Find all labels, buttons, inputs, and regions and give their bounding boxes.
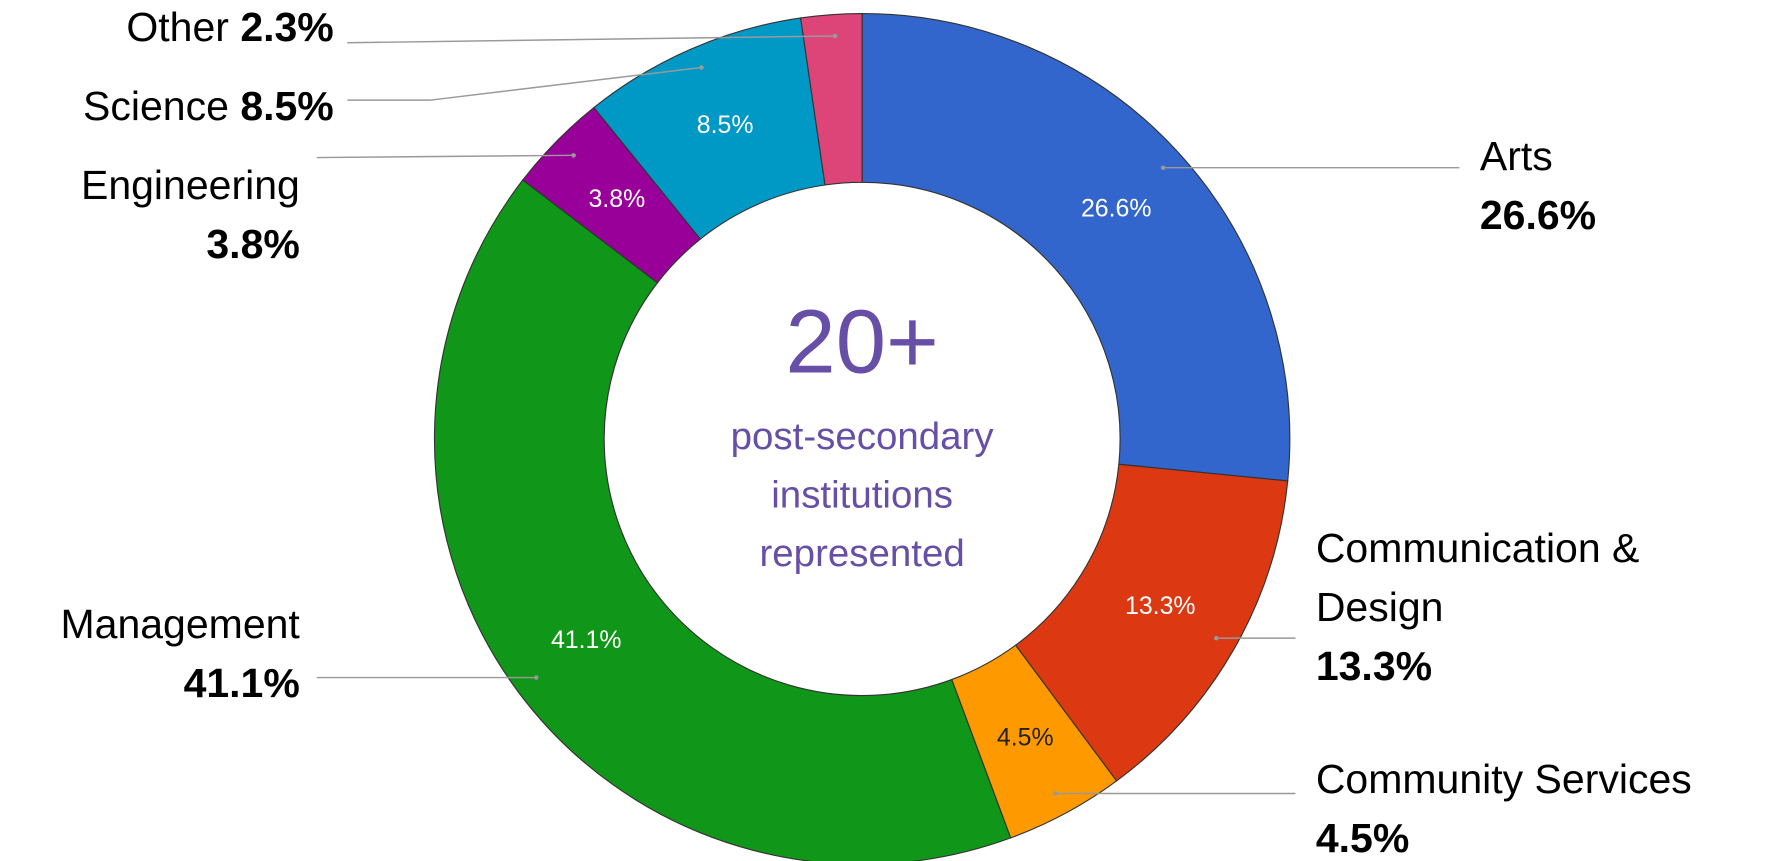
leader-dot: [1214, 635, 1219, 641]
slice-label: 3.8%: [589, 186, 646, 213]
slice-label: 41.1%: [551, 627, 622, 654]
category-name: Management: [60, 601, 300, 648]
outer-label: Management 41.1%: [0, 595, 300, 713]
slice-label: 8.5%: [697, 112, 754, 139]
leader-line: [316, 154, 574, 159]
center-headline: 20+: [785, 292, 939, 393]
leader-dot: [1053, 791, 1058, 796]
outer-label: Arts 26.6%: [1480, 127, 1765, 245]
slice: [433, 179, 1012, 861]
category-value: 13.3%: [1315, 642, 1433, 689]
outer-label: Other 2.3%: [0, 0, 334, 57]
leader-dot: [1160, 165, 1166, 170]
slice: [799, 12, 863, 186]
category-value: 41.1%: [183, 660, 300, 707]
leader-dot: [534, 675, 539, 680]
category-value: 8.5%: [240, 82, 334, 129]
leader-line: [347, 66, 702, 101]
leader-dot: [832, 33, 838, 39]
center-line: post-secondary: [731, 415, 995, 458]
category-name: Community Services: [1315, 755, 1692, 802]
category-name: Communication & Design: [1315, 524, 1640, 630]
outer-label: Community Services 4.5%: [1316, 750, 1765, 861]
leader-line: [347, 35, 835, 44]
leader-dot: [571, 153, 576, 158]
category-value: 4.5%: [1315, 814, 1410, 861]
slice-label: 26.6%: [1081, 196, 1152, 223]
category-name: Other: [126, 3, 229, 50]
slice: [861, 12, 1291, 482]
category-value: 26.6%: [1479, 192, 1597, 239]
outer-label: Science 8.5%: [0, 77, 334, 136]
outer-label: Communication & Design 13.3%: [1316, 519, 1678, 696]
slice-label: 13.3%: [1125, 593, 1196, 620]
category-name: Science: [83, 82, 229, 129]
outer-label: Engineering 3.8%: [0, 156, 300, 274]
center-line: represented: [759, 532, 964, 575]
category-name: Engineering: [80, 162, 300, 209]
slice-label: 4.5%: [997, 724, 1054, 751]
category-name: Arts: [1479, 133, 1553, 180]
category-value: 2.3%: [240, 3, 334, 50]
category-value: 3.8%: [206, 221, 300, 268]
center-line: institutions: [771, 474, 953, 517]
leader-dot: [699, 65, 704, 70]
